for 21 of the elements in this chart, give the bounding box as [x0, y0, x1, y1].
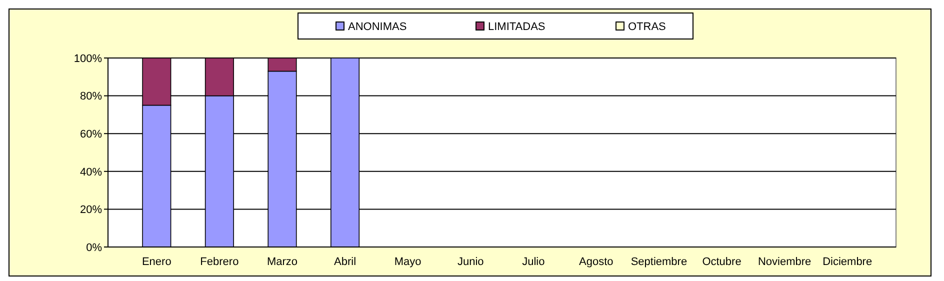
y-tick-label: 80% [80, 90, 102, 103]
x-tick-label: Marzo [266, 256, 298, 268]
legend-label: OTRAS [628, 21, 666, 33]
x-tick-label: Mayo [394, 256, 422, 268]
x-tick-label: Agosto [579, 256, 614, 268]
y-tick-label: 40% [80, 166, 102, 178]
x-tick-label: Enero [142, 256, 172, 268]
x-tick-label: Junio [457, 256, 484, 268]
y-tick-label: 0% [86, 242, 102, 254]
x-tick-label: Diciembre [822, 256, 872, 268]
x-tick-label: Octubre [702, 256, 742, 268]
x-tick-label: Julio [522, 256, 545, 268]
x-tick-label: Abril [334, 256, 356, 268]
x-tick-label: Septiembre [630, 256, 688, 268]
y-tick-label: 20% [80, 204, 102, 216]
x-tick-label: Febrero [200, 256, 239, 268]
x-tick-label: Noviembre [758, 256, 812, 268]
y-tick-label: 100% [74, 52, 102, 65]
legend-label: LIMITADAS [488, 21, 546, 33]
y-tick-label: 60% [80, 128, 102, 140]
legend-label: ANONIMAS [348, 21, 407, 33]
